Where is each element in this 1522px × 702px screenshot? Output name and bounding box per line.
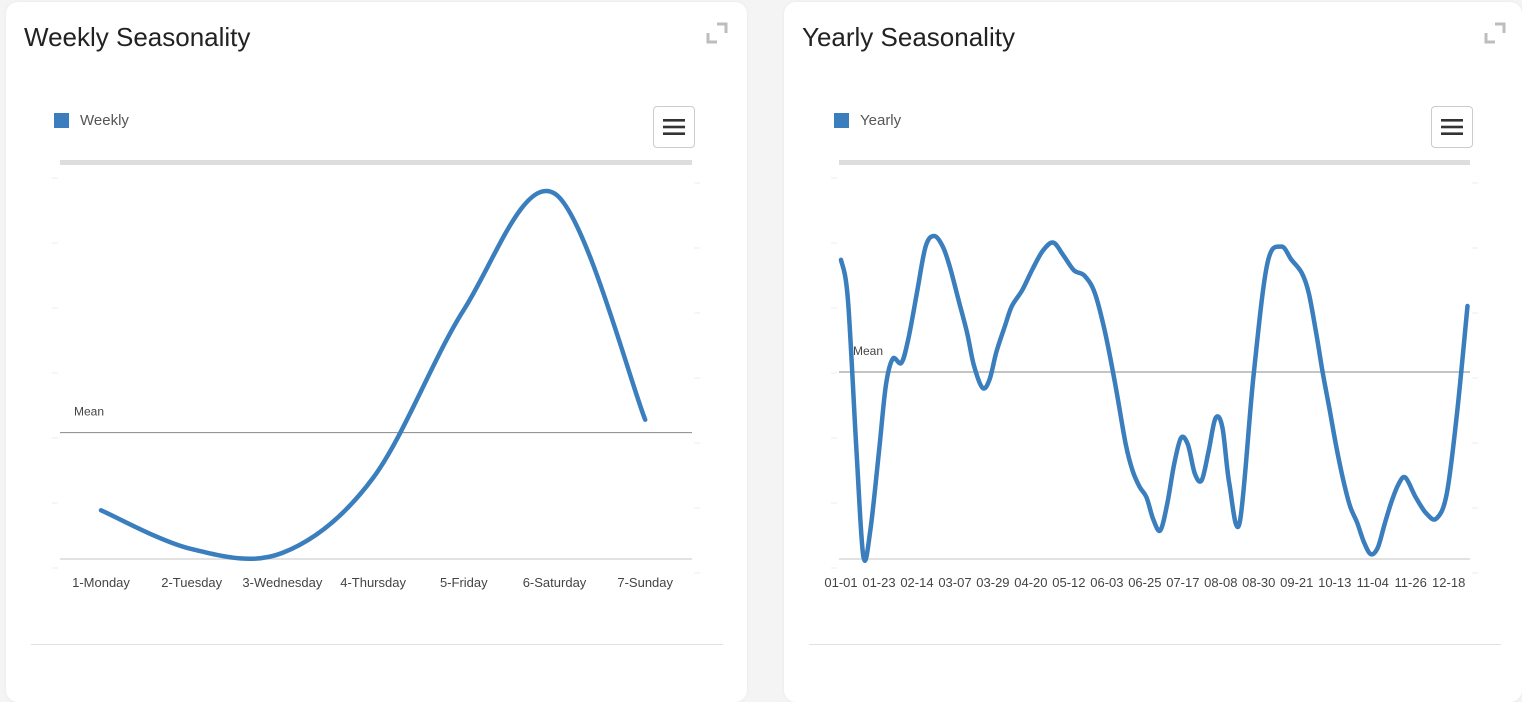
legend-item-weekly[interactable]: Weekly	[54, 112, 129, 129]
legend-swatch	[834, 113, 849, 128]
weekly-chart: Mean 1-Monday 2-Tuesday 3-Wednesday 4-Thursd…	[52, 160, 700, 590]
hamburger-menu-icon	[663, 119, 685, 135]
mean-label: Mean	[853, 344, 883, 358]
series-line	[98, 188, 648, 561]
x-tick-label: 5-Friday	[440, 575, 488, 590]
x-tick-label: 4-Thursday	[340, 575, 406, 590]
x-tick-label: 10-13	[1318, 575, 1351, 590]
x-tick-label: 06-03	[1090, 575, 1123, 590]
legend-swatch	[54, 113, 69, 128]
navigator-bar	[839, 160, 1470, 165]
x-tick-label: 08-08	[1204, 575, 1237, 590]
x-tick-label: 01-01	[824, 575, 857, 590]
x-tick-label: 3-Wednesday	[242, 575, 322, 590]
yearly-chart: Mean 01-01 01-23 02-14 03-07 03-29 04-20 05-12 0…	[824, 160, 1478, 590]
x-tick-label: 2-Tuesday	[161, 575, 222, 590]
x-tick-label: 09-21	[1280, 575, 1313, 590]
weekly-chart-title: Weekly Seasonality	[24, 22, 251, 52]
legend-item-yearly[interactable]: Yearly	[834, 112, 901, 129]
chart-menu-button[interactable]	[1431, 106, 1473, 148]
x-tick-label: 7-Sunday	[617, 575, 673, 590]
yearly-chart-title: Yearly Seasonality	[802, 22, 1015, 52]
expand-icon[interactable]	[1484, 22, 1506, 44]
x-tick-label: 04-20	[1014, 575, 1047, 590]
x-tick-label: 12-18	[1432, 575, 1465, 590]
x-tick-label: 1-Monday	[72, 575, 130, 590]
card-divider	[809, 644, 1501, 645]
x-tick-label: 02-14	[900, 575, 933, 590]
x-tick-label: 05-12	[1052, 575, 1085, 590]
mean-label: Mean	[74, 405, 104, 419]
card-divider	[31, 644, 723, 645]
x-tick-label: 03-29	[976, 575, 1009, 590]
chart-menu-button[interactable]	[653, 106, 695, 148]
x-tick-label: 07-17	[1166, 575, 1199, 590]
x-tick-label: 01-23	[862, 575, 895, 590]
x-tick-label: 11-04	[1357, 575, 1389, 590]
series-line	[838, 233, 1470, 563]
legend-label: Weekly	[80, 112, 129, 129]
hamburger-menu-icon	[1441, 119, 1463, 135]
x-tick-label: 06-25	[1128, 575, 1161, 590]
x-tick-label: 08-30	[1242, 575, 1275, 590]
x-tick-label: 6-Saturday	[523, 575, 587, 590]
x-tick-label: 11-26	[1395, 575, 1427, 590]
navigator-bar	[60, 160, 692, 165]
weekly-seasonality-card: Weekly Seasonality Weekly Mean 1-Monday 2-…	[6, 2, 747, 702]
yearly-seasonality-card: Yearly Seasonality Yearly Mean 01-01 01-23…	[784, 2, 1522, 702]
expand-icon[interactable]	[706, 22, 728, 44]
x-tick-label: 03-07	[938, 575, 971, 590]
legend-label: Yearly	[860, 112, 902, 129]
